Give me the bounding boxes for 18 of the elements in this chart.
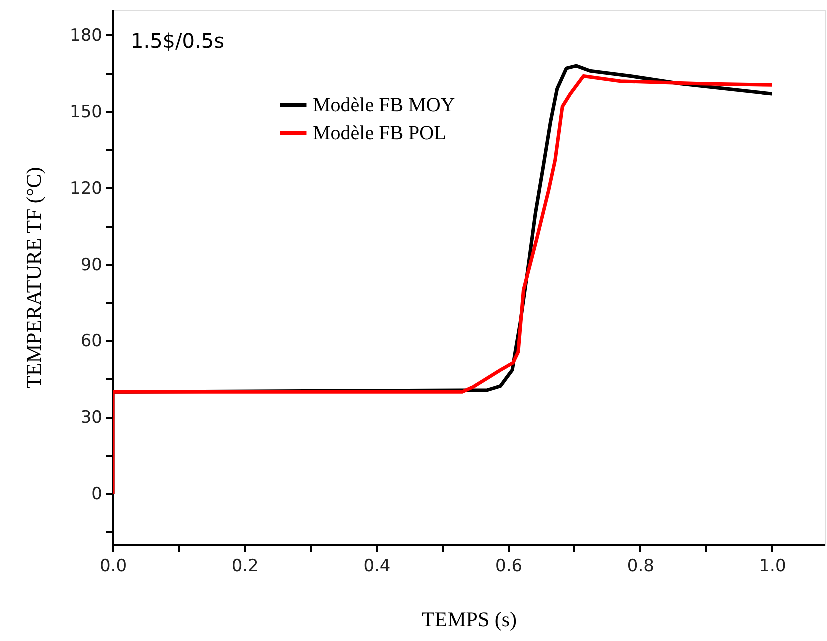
y-tick-label: 120	[70, 178, 102, 199]
y-axis-title: TEMPERATURE TF (°C)	[22, 167, 46, 389]
x-tick-label: 0.6	[496, 556, 523, 576]
y-tick-label: 180	[70, 26, 102, 46]
legend-label: Modèle FB MOY	[313, 94, 456, 116]
y-tick-label: 150	[70, 102, 102, 122]
y-tick-label: 60	[80, 332, 102, 352]
y-tick-label: 90	[80, 255, 102, 276]
y-tick-label: 30	[80, 408, 102, 428]
annotation: 1.5$/0.5s	[131, 29, 224, 53]
x-tick-label: 0.2	[232, 556, 259, 576]
x-tick-label: 1.0	[759, 556, 786, 576]
x-tick-label: 0.4	[364, 556, 391, 576]
x-tick-label: 0.8	[627, 556, 654, 576]
x-axis-title: TEMPS (s)	[422, 608, 518, 632]
y-tick-label: 0	[92, 484, 102, 505]
x-tick-label: 0.0	[100, 556, 128, 576]
legend-label: Modèle FB POL	[313, 122, 446, 144]
